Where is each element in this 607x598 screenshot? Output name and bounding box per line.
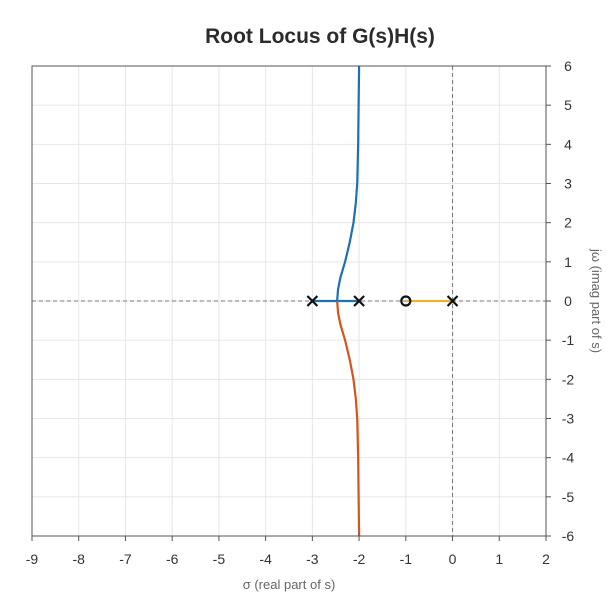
locus-branch-3: [336, 300, 361, 537]
y-axis-label: jω (imag part of s): [589, 248, 604, 353]
x-tick-label: 1: [495, 551, 503, 567]
x-tick-label: -2: [353, 551, 366, 567]
x-tick-label: -6: [166, 551, 179, 567]
y-tick-label: -5: [562, 489, 575, 505]
x-axis-label: σ (real part of s): [243, 577, 336, 592]
zero-marker-1: [400, 295, 412, 307]
x-axis-ticks: -9 -8 -7 -6 -5 -4 -3 -2 -1 0 1 2: [26, 536, 550, 567]
y-tick-label: -2: [562, 371, 575, 387]
locus-branch-1: [312, 65, 361, 303]
y-tick-label: -3: [562, 411, 575, 427]
y-tick-label: 5: [564, 97, 572, 113]
y-tick-label: 1: [564, 254, 572, 270]
y-tick-label: -1: [562, 332, 575, 348]
x-tick-label: -3: [306, 551, 319, 567]
y-tick-label: -6: [562, 528, 575, 544]
x-tick-label: 0: [449, 551, 457, 567]
x-tick-label: -7: [119, 551, 132, 567]
locus-branches: [312, 65, 453, 537]
y-tick-label: -4: [562, 450, 575, 466]
pole-zero-markers: [306, 295, 459, 307]
y-tick-label: 0: [564, 293, 572, 309]
y-tick-label: 2: [564, 215, 572, 231]
y-tick-label: 6: [564, 58, 572, 74]
y-tick-label: 3: [564, 176, 572, 192]
x-tick-label: -8: [73, 551, 86, 567]
x-tick-label: -1: [400, 551, 413, 567]
pole-marker-1: [306, 295, 319, 307]
pole-marker-2: [353, 295, 365, 307]
x-tick-label: -5: [213, 551, 226, 567]
x-tick-label: -4: [259, 551, 272, 567]
x-tick-label: 2: [542, 551, 550, 567]
x-tick-label: -9: [26, 551, 39, 567]
chart-title: Root Locus of G(s)H(s): [205, 25, 435, 48]
pole-marker-3: [446, 295, 459, 307]
y-tick-label: 4: [564, 136, 572, 152]
y-axis-ticks: 6 5 4 3 2 1 0 -1 -2 -3 -4 -5 -6: [546, 58, 574, 544]
